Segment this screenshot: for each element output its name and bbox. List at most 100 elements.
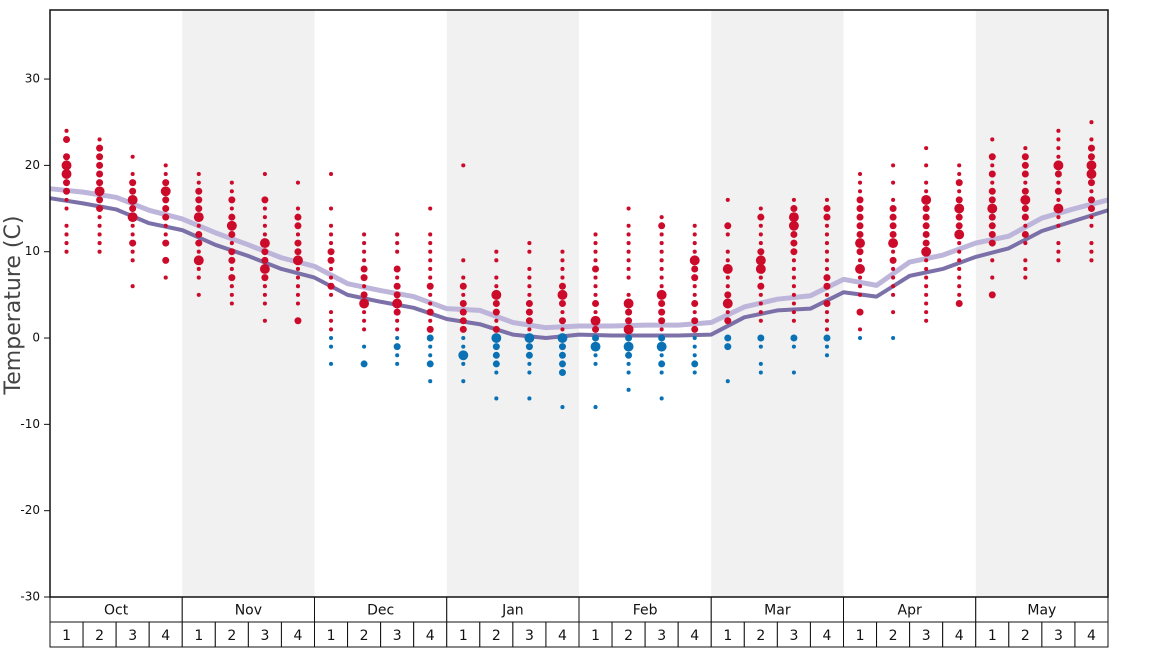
temperature-dot: [228, 196, 236, 204]
temperature-dot: [658, 222, 666, 230]
temperature-dot: [558, 351, 566, 359]
temperature-dot: [659, 370, 664, 375]
temperature-dot: [659, 232, 664, 237]
temperature-dot: [426, 334, 434, 342]
temperature-dot: [924, 292, 929, 297]
temperature-dot: [393, 282, 401, 290]
month-cell: [181, 596, 315, 623]
temperature-dot: [689, 255, 700, 266]
week-cell: [82, 621, 117, 648]
temperature-dot: [725, 249, 730, 254]
month-label: Dec: [367, 603, 394, 619]
temperature-dot: [988, 196, 996, 204]
temperature-dot: [527, 284, 532, 289]
week-cell: [49, 621, 84, 648]
temperature-dot: [954, 203, 965, 214]
temperature-dot: [857, 335, 863, 341]
temperature-dot: [1087, 153, 1095, 161]
temperature-dot: [755, 264, 766, 274]
temperature-dot: [626, 387, 631, 392]
temperature-dot: [162, 205, 170, 213]
y-tick-label: 10: [25, 244, 40, 258]
week-label: 4: [161, 628, 170, 644]
temperature-dot: [692, 241, 697, 246]
temperature-dot: [1021, 213, 1029, 221]
temperature-dot: [623, 341, 634, 352]
temperature-dot: [97, 249, 102, 254]
temperature-dot: [328, 241, 334, 246]
week-label: 3: [657, 628, 666, 644]
temperature-dot: [891, 266, 896, 272]
week-label: 3: [1054, 628, 1063, 644]
temperature-dot: [758, 232, 763, 237]
temperature-dot: [1087, 144, 1095, 152]
temperature-dot: [625, 351, 633, 359]
temperature-dot: [691, 360, 699, 368]
temperature-dot: [626, 361, 631, 366]
week-cell: [1008, 621, 1043, 648]
temperature-dot: [295, 266, 301, 272]
temperature-dot: [924, 301, 929, 306]
temperature-dot: [856, 308, 864, 316]
week-label: 1: [327, 628, 336, 644]
temperature-dot: [228, 274, 236, 282]
temperature-dot: [228, 213, 236, 221]
week-label: 1: [723, 628, 732, 644]
week-label: 2: [95, 628, 104, 644]
temperature-dot: [590, 315, 601, 326]
week-label: 1: [856, 628, 865, 644]
temperature-dot: [525, 317, 533, 325]
temperature-dot: [924, 163, 929, 168]
temperature-dot: [955, 179, 963, 187]
temperature-dot: [922, 213, 930, 221]
month-band: [182, 10, 315, 597]
temperature-dot: [295, 180, 301, 185]
temperature-dot: [327, 282, 335, 290]
temperature-dot: [459, 300, 467, 307]
month-cell: [843, 596, 977, 623]
temperature-dot: [328, 310, 334, 315]
temperature-dot: [659, 215, 664, 220]
temperature-dot: [824, 197, 830, 202]
temperature-dot: [724, 317, 732, 325]
temperature-dot: [229, 189, 234, 194]
week-label: 3: [128, 628, 137, 644]
temperature-dot: [955, 300, 963, 307]
temperature-dot: [1053, 160, 1064, 171]
temperature-dot: [592, 334, 600, 342]
temperature-dot: [558, 369, 566, 377]
temperature-dot: [988, 187, 996, 195]
temperature-dot: [659, 258, 664, 263]
temperature-dot: [1056, 180, 1061, 185]
week-label: 3: [260, 628, 269, 644]
temperature-dot: [1089, 120, 1094, 125]
temperature-dot: [891, 310, 896, 315]
temperature-dot: [957, 249, 962, 254]
temperature-dot: [129, 239, 137, 247]
temperature-dot: [692, 370, 697, 375]
temperature-dot: [491, 333, 502, 343]
temperature-dot: [659, 241, 664, 246]
temperature-dot: [593, 310, 598, 315]
temperature-dot: [492, 308, 500, 316]
temperature-dot: [788, 220, 799, 231]
temperature-dot: [791, 197, 796, 202]
temperature-dot: [791, 266, 796, 272]
temperature-dot: [592, 300, 600, 307]
temperature-dot: [757, 282, 765, 290]
temperature-dot: [558, 343, 566, 351]
temperature-dot: [395, 361, 400, 366]
temperature-dot: [857, 284, 863, 289]
temperature-dot: [163, 232, 168, 237]
week-cell: [314, 621, 349, 648]
temperature-dot: [957, 171, 962, 177]
y-tick-label: 20: [25, 158, 40, 172]
temperature-dot: [64, 223, 69, 228]
temperature-dot: [458, 350, 469, 361]
temperature-dot: [1021, 230, 1029, 238]
temperature-dot: [593, 241, 598, 246]
temperature-dot: [1056, 128, 1061, 133]
temperature-dot: [395, 335, 400, 341]
temperature-dot: [824, 344, 830, 349]
temperature-dot: [593, 361, 598, 366]
